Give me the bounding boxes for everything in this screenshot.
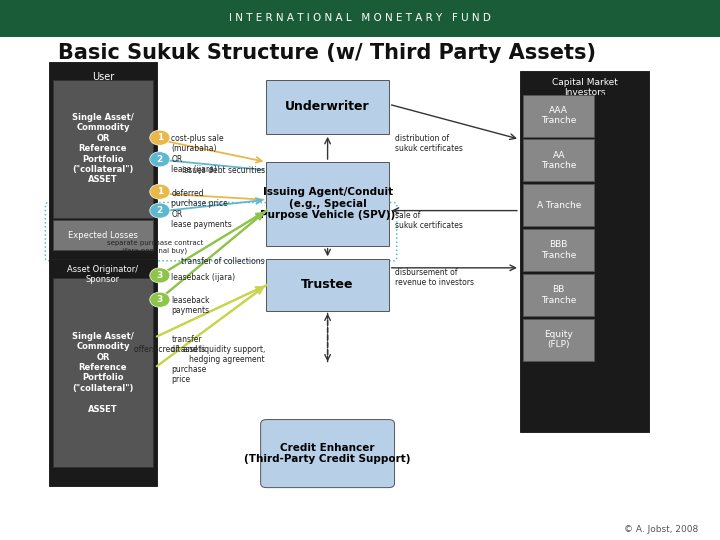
Text: A Tranche: A Tranche (536, 201, 581, 210)
Text: 3: 3 (157, 295, 163, 304)
Text: sale of
sukuk certificates: sale of sukuk certificates (395, 211, 462, 230)
Text: Mezzanine: Mezzanine (613, 252, 622, 296)
FancyBboxPatch shape (523, 274, 594, 316)
Circle shape (150, 184, 170, 199)
Text: AA
Tranche: AA Tranche (541, 151, 577, 170)
FancyBboxPatch shape (53, 80, 153, 218)
Text: 1: 1 (157, 187, 163, 196)
Text: disbursement of
revenue to investors: disbursement of revenue to investors (395, 268, 474, 287)
Circle shape (150, 268, 170, 283)
Text: Senior: Senior (613, 148, 622, 175)
Text: deferred
purchase price
OR
lease payments: deferred purchase price OR lease payment… (171, 189, 232, 229)
Text: Issuing Agent/Conduit
(e.g., Special
Purpose Vehicle (SPV)): Issuing Agent/Conduit (e.g., Special Pur… (260, 187, 395, 220)
Text: transfer of collections: transfer of collections (181, 257, 265, 266)
Text: Equity
(FLP): Equity (FLP) (544, 330, 573, 349)
Circle shape (150, 203, 170, 218)
Text: 3: 3 (157, 271, 163, 280)
Text: issues debt securities: issues debt securities (182, 166, 265, 176)
Text: BB
Tranche: BB Tranche (541, 285, 577, 305)
FancyBboxPatch shape (523, 184, 594, 226)
Text: 1: 1 (157, 133, 163, 142)
Circle shape (150, 152, 170, 167)
FancyBboxPatch shape (266, 259, 389, 310)
Text: transfer
of assets: transfer of assets (171, 335, 206, 354)
Text: offers credit and liquidity support,
hedging agreement: offers credit and liquidity support, hed… (134, 345, 265, 364)
Text: distribution of
sukuk certificates: distribution of sukuk certificates (395, 134, 462, 153)
FancyBboxPatch shape (523, 229, 594, 271)
Text: User: User (92, 72, 114, 82)
FancyBboxPatch shape (266, 80, 389, 134)
FancyBboxPatch shape (53, 220, 153, 250)
Text: Expected Losses: Expected Losses (68, 231, 138, 240)
Text: Asset Originator/
Sponsor: Asset Originator/ Sponsor (68, 265, 138, 284)
Text: Basic Sukuk Structure (w/ Third Party Assets): Basic Sukuk Structure (w/ Third Party As… (58, 43, 595, 63)
FancyBboxPatch shape (523, 94, 594, 137)
FancyBboxPatch shape (49, 62, 157, 270)
Text: Junior: Junior (613, 329, 622, 353)
Text: © A. Jobst, 2008: © A. Jobst, 2008 (624, 524, 698, 534)
FancyBboxPatch shape (49, 259, 157, 486)
FancyBboxPatch shape (523, 319, 594, 361)
Text: Trustee: Trustee (302, 278, 354, 292)
FancyBboxPatch shape (261, 420, 395, 488)
FancyBboxPatch shape (523, 139, 594, 181)
Text: leaseback (ijara): leaseback (ijara) (171, 273, 235, 282)
Text: purchase
price: purchase price (171, 364, 207, 384)
Circle shape (150, 130, 170, 145)
Text: separate purchase contract
(fara nominal buy): separate purchase contract (fara nominal… (107, 240, 203, 254)
Text: BBB
Tranche: BBB Tranche (541, 240, 577, 260)
Text: leaseback
payments: leaseback payments (171, 296, 210, 315)
FancyBboxPatch shape (266, 162, 389, 246)
Bar (0, 0, 720, 37)
FancyBboxPatch shape (53, 278, 153, 467)
Text: Single Asset/
Commodity
OR
Reference
Portfolio
("collateral")

ASSET: Single Asset/ Commodity OR Reference Por… (72, 332, 134, 414)
Circle shape (150, 292, 170, 307)
Text: Single Asset/
Commodity
OR
Reference
Portfolio
("collateral")
ASSET: Single Asset/ Commodity OR Reference Por… (72, 113, 134, 185)
Text: Credit Enhancer
(Third-Party Credit Support): Credit Enhancer (Third-Party Credit Supp… (244, 443, 411, 464)
Text: 2: 2 (157, 155, 163, 164)
Text: 2: 2 (157, 206, 163, 215)
Text: Capital Market
Investors: Capital Market Investors (552, 78, 618, 97)
FancyBboxPatch shape (520, 71, 649, 432)
Text: cost-plus sale
(murabaha)
OR
lease (ijara): cost-plus sale (murabaha) OR lease (ijar… (171, 134, 224, 174)
Text: AAA
Tranche: AAA Tranche (541, 106, 577, 125)
Text: I N T E R N A T I O N A L   M O N E T A R Y   F U N D: I N T E R N A T I O N A L M O N E T A R … (229, 14, 491, 23)
Text: Underwriter: Underwriter (285, 100, 370, 113)
